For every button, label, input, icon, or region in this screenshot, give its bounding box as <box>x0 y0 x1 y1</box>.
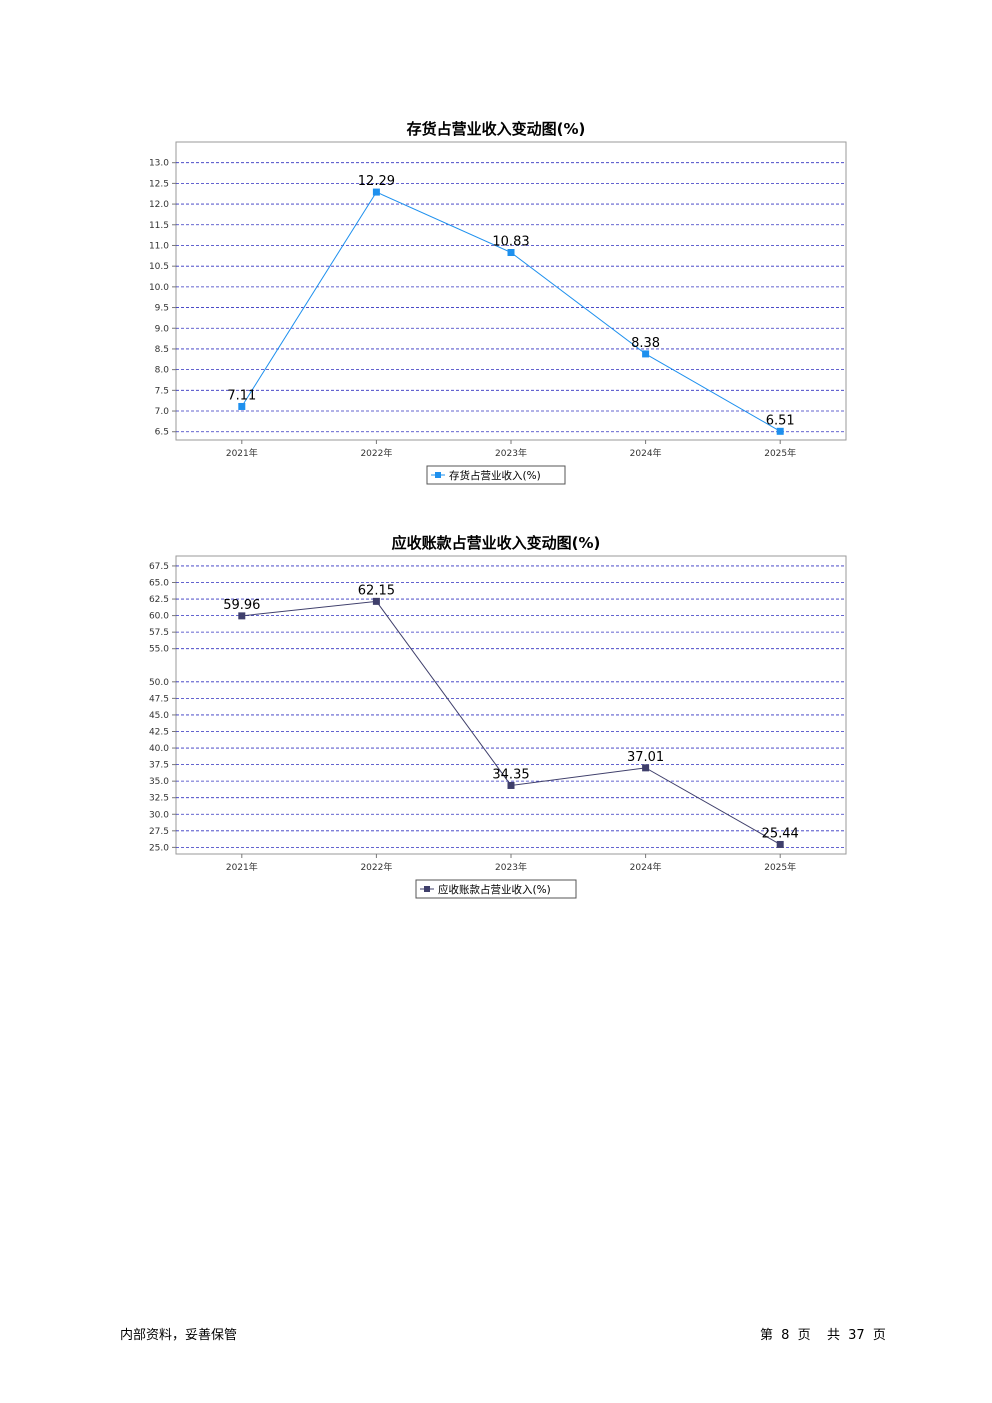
x-tick-label: 2023年 <box>495 861 527 873</box>
y-tick-label: 10.5 <box>149 262 169 272</box>
total-prefix: 共 <box>827 1328 841 1343</box>
legend-marker <box>435 472 441 478</box>
y-tick-label: 7.5 <box>155 386 169 396</box>
x-tick-label: 2021年 <box>226 861 258 873</box>
x-tick-label: 2022年 <box>360 447 392 459</box>
data-point <box>776 840 784 848</box>
x-tick-label: 2024年 <box>630 861 662 873</box>
y-tick-label: 11.0 <box>149 241 169 251</box>
x-tick-label: 2025年 <box>764 447 796 459</box>
legend-box <box>426 465 566 485</box>
data-label: 10.83 <box>492 235 529 250</box>
data-point <box>776 427 784 435</box>
data-point <box>372 188 380 196</box>
data-label: 7.11 <box>227 388 256 403</box>
y-tick-label: 60.0 <box>149 612 169 622</box>
data-label: 59.96 <box>223 598 260 613</box>
y-tick-label: 57.5 <box>149 628 169 638</box>
y-tick-label: 32.5 <box>149 794 169 804</box>
data-point <box>642 350 650 358</box>
data-point <box>642 764 650 772</box>
data-label: 34.35 <box>492 767 529 782</box>
data-label: 62.15 <box>358 583 395 598</box>
data-label: 6.51 <box>766 413 795 428</box>
data-label: 12.29 <box>358 174 395 189</box>
y-tick-label: 8.0 <box>155 366 170 376</box>
y-tick-label: 50.0 <box>149 678 169 688</box>
y-tick-label: 47.5 <box>149 694 169 704</box>
chart-title: 应收账款占营业收入变动图(%) <box>391 534 601 552</box>
data-label: 37.01 <box>627 750 664 765</box>
chart-title: 存货占营业收入变动图(%) <box>406 120 586 138</box>
receivables-ratio-plot: 25.0 27.5 30.0 32.5 35.0 37.5 40.0 42.5 45.0 47.5… <box>149 555 847 899</box>
y-tick-label: 65.0 <box>149 578 169 588</box>
y-tick-label: 30.0 <box>149 810 169 820</box>
y-tick-label: 37.5 <box>149 761 169 771</box>
x-tick-label: 2022年 <box>360 861 392 873</box>
y-tick-label: 27.5 <box>149 827 169 837</box>
y-tick-label: 12.0 <box>149 200 169 210</box>
y-tick-label: 12.5 <box>149 179 169 189</box>
y-tick-label: 9.5 <box>155 304 169 314</box>
y-tick-label: 13.0 <box>149 159 169 169</box>
y-tick-label: 62.5 <box>149 595 169 605</box>
y-tick-label: 6.5 <box>155 428 169 438</box>
inventory-ratio-chart: 存货占营业收入变动图(%) 6.5 7.0 7.5 8.0 8.5 9.0 9.5 10.0 1… <box>0 110 992 490</box>
y-tick-label: 7.0 <box>155 407 170 417</box>
legend-marker <box>424 886 430 892</box>
plot-area <box>175 141 847 441</box>
x-tick-label: 2021年 <box>226 447 258 459</box>
confidential-note: 内部资料，妥善保管 <box>120 1328 238 1343</box>
y-tick-label: 8.5 <box>155 345 169 355</box>
data-point <box>507 249 515 257</box>
receivables-ratio-chart: 应收账款占营业收入变动图(%) 25.0 27.5 30.0 32.5 35.0 37.5… <box>0 524 992 904</box>
plot-area <box>175 555 847 855</box>
y-tick-label: 25.0 <box>149 843 169 853</box>
page-unit: 页 <box>797 1328 811 1343</box>
x-tick-label: 2024年 <box>630 447 662 459</box>
y-tick-label: 42.5 <box>149 727 169 737</box>
inventory-ratio-plot: 6.5 7.0 7.5 8.0 8.5 9.0 9.5 10.0 10.5 11.0 11.5 12.… <box>149 141 847 485</box>
data-point <box>507 781 515 789</box>
legend-label: 存货占营业收入(%) <box>449 469 541 482</box>
x-tick-label: 2023年 <box>495 447 527 459</box>
total-unit: 页 <box>872 1328 886 1343</box>
data-point <box>238 402 246 410</box>
x-tick-label: 2025年 <box>764 861 796 873</box>
data-label: 8.38 <box>631 336 660 351</box>
page-prefix: 第 <box>760 1328 774 1343</box>
y-tick-label: 40.0 <box>149 744 169 754</box>
data-label: 25.44 <box>762 826 799 841</box>
y-tick-label: 35.0 <box>149 777 169 787</box>
y-tick-label: 9.0 <box>155 324 170 334</box>
y-tick-label: 55.0 <box>149 645 169 655</box>
y-tick-label: 45.0 <box>149 711 169 721</box>
data-point <box>238 612 246 620</box>
page-number: 8 <box>781 1328 790 1343</box>
legend-box <box>415 879 577 899</box>
y-tick-label: 67.5 <box>149 562 169 572</box>
data-point <box>372 597 380 605</box>
legend-label: 应收账款占营业收入(%) <box>438 883 551 896</box>
y-tick-label: 10.0 <box>149 283 169 293</box>
total-pages: 37 <box>848 1328 865 1343</box>
page-indicator: 第 8 页 共 37 页 <box>760 1324 890 1343</box>
y-tick-label: 11.5 <box>149 221 169 231</box>
